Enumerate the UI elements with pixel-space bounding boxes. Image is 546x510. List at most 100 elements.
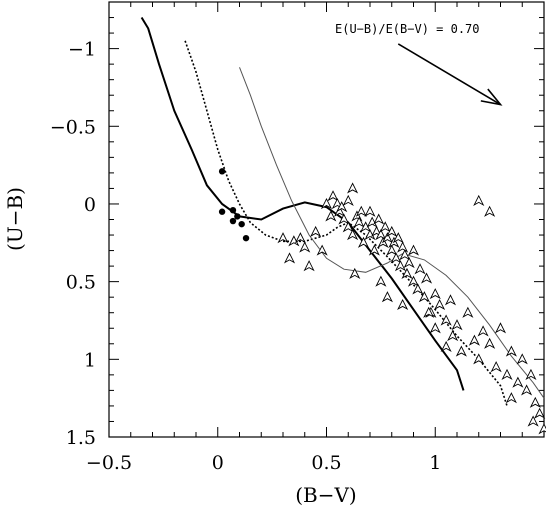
triangle-point (333, 205, 346, 217)
triangle-point (399, 249, 411, 261)
triangle-point (310, 225, 322, 238)
triangle-point (477, 325, 489, 337)
triangle-point (368, 244, 380, 256)
y-tick-labels: −1 −0.5 0 0.5 1 1.5 (50, 39, 96, 449)
triangle-point (392, 232, 404, 244)
y-tick-label: 0 (84, 194, 96, 216)
axis-ticks (108, 1, 545, 438)
model-curve-dotted (184, 40, 508, 407)
circle-point (238, 220, 245, 228)
triangle-point (473, 194, 485, 206)
triangle-point (403, 256, 415, 269)
triangle-point (366, 216, 378, 228)
triangle-point (394, 260, 407, 272)
reddening-label: E(U−B)/E(B−V) = 0.70 (335, 22, 480, 36)
triangle-point (347, 229, 359, 241)
y-axis-title: (U−B) (3, 187, 27, 251)
triangle-point (429, 288, 441, 300)
triangle-point (288, 235, 300, 247)
circle-point (234, 213, 241, 220)
triangle-point (347, 182, 359, 194)
triangle-point (316, 244, 328, 256)
x-tick-label: 0 (212, 452, 224, 474)
triangle-point (423, 306, 435, 318)
triangle-point (434, 298, 446, 311)
triangle-point (320, 197, 333, 210)
triangle-point (364, 205, 376, 217)
triangle-point (397, 298, 409, 311)
circle-point (218, 168, 226, 175)
triangle-point (420, 272, 433, 284)
triangle-point (407, 244, 420, 256)
triangle-point (364, 229, 376, 241)
x-tick-label: −0.5 (86, 452, 132, 474)
triangle-point (357, 236, 370, 248)
triangle-point (338, 213, 350, 225)
y-tick-label: 1 (84, 349, 96, 371)
model-curve-thin (239, 67, 545, 399)
triangle-point (342, 194, 354, 206)
triangle-point (505, 392, 517, 404)
triangle-point (355, 205, 367, 217)
triangle-point (418, 291, 430, 303)
triangle-point (381, 232, 393, 244)
reddening-vector: E(U−B)/E(B−V) = 0.70 (335, 22, 503, 106)
circle-point (229, 217, 237, 225)
triangle-point (527, 415, 539, 427)
triangle-point (294, 232, 306, 244)
triangle-point (501, 368, 513, 380)
triangle-point (277, 232, 289, 244)
triangle-point (490, 361, 502, 373)
triangle-point (379, 221, 391, 233)
triangle-point (447, 330, 459, 342)
circle-point (218, 208, 226, 215)
triangle-point (444, 294, 457, 306)
reddening-arrow-head (480, 88, 503, 106)
triangle-point (375, 229, 387, 241)
triangle-point (429, 322, 441, 334)
triangle-point (494, 322, 507, 334)
triangle-point (529, 396, 541, 408)
triangle-point (375, 275, 387, 287)
y-tick-label: −1 (68, 39, 96, 61)
triangle-point (468, 334, 480, 346)
triangle-point (451, 319, 463, 331)
triangle-point (373, 213, 385, 225)
reddening-arrow (397, 43, 501, 106)
triangle-point (342, 221, 354, 233)
triangle-point (414, 263, 426, 275)
model-curve-thick (140, 16, 465, 391)
triangle-point (390, 252, 402, 264)
triangle-point (455, 345, 467, 357)
triangle-point (484, 205, 496, 217)
triangle-point (283, 252, 296, 264)
triangle-point (412, 283, 424, 295)
circle-point (229, 206, 237, 214)
x-tick-labels: −0.5 0 0.5 1 (86, 452, 441, 474)
triangle-point (440, 340, 452, 352)
x-tick-label: 1 (429, 452, 441, 474)
triangle-point (440, 314, 452, 326)
triangle-point (336, 201, 348, 213)
triangle-point (349, 267, 361, 279)
data-points (218, 168, 546, 435)
triangle-point (521, 384, 533, 396)
triangle-point (473, 353, 485, 365)
triangle-point (299, 241, 311, 253)
triangle-point (484, 337, 496, 349)
triangle-point (386, 225, 398, 238)
model-curves (140, 16, 545, 407)
triangle-point (505, 345, 517, 357)
circle-point (242, 234, 250, 242)
triangle-point (381, 291, 393, 303)
triangle-point (525, 368, 537, 380)
x-tick-label: 0.5 (311, 452, 341, 474)
triangle-point (303, 260, 315, 272)
triangle-point (353, 216, 365, 228)
triangle-point (360, 221, 372, 233)
y-tick-label: 0.5 (66, 272, 96, 294)
triangle-point (397, 241, 409, 253)
triangle-point (386, 244, 398, 256)
triangle-point (538, 423, 546, 435)
